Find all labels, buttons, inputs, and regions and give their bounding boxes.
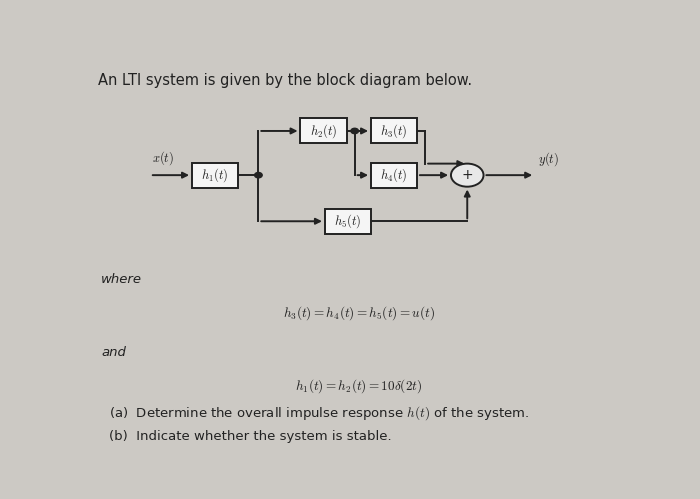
Text: $h_1(t)$: $h_1(t)$: [202, 166, 229, 184]
Text: An LTI system is given by the block diagram below.: An LTI system is given by the block diag…: [98, 73, 472, 88]
Text: +: +: [461, 168, 473, 182]
Circle shape: [351, 128, 358, 134]
Text: $h_4(t)$: $h_4(t)$: [380, 166, 407, 184]
FancyBboxPatch shape: [371, 118, 417, 143]
Text: $h_2(t)$: $h_2(t)$: [310, 122, 337, 140]
FancyBboxPatch shape: [300, 118, 346, 143]
Text: $x(t)$: $x(t)$: [151, 149, 174, 167]
Text: $h_1(t) = h_2(t) = 10\delta(2t)$: $h_1(t) = h_2(t) = 10\delta(2t)$: [295, 377, 422, 395]
Text: (b)  Indicate whether the system is stable.: (b) Indicate whether the system is stabl…: [109, 430, 392, 443]
Text: $h_5(t)$: $h_5(t)$: [334, 213, 362, 230]
FancyBboxPatch shape: [325, 209, 371, 234]
Text: (a)  Determine the overall impulse response $h(t)$ of the system.: (a) Determine the overall impulse respon…: [109, 404, 529, 422]
Text: and: and: [101, 346, 126, 359]
Text: $y(t)$: $y(t)$: [538, 151, 559, 168]
Circle shape: [255, 173, 262, 178]
Text: where: where: [101, 273, 142, 286]
Circle shape: [451, 164, 484, 187]
Text: $h_3(t)$: $h_3(t)$: [380, 122, 407, 140]
Text: $h_3(t) = h_4(t) = h_5(t) = u(t)$: $h_3(t) = h_4(t) = h_5(t) = u(t)$: [283, 304, 435, 322]
FancyBboxPatch shape: [371, 163, 417, 188]
FancyBboxPatch shape: [192, 163, 238, 188]
